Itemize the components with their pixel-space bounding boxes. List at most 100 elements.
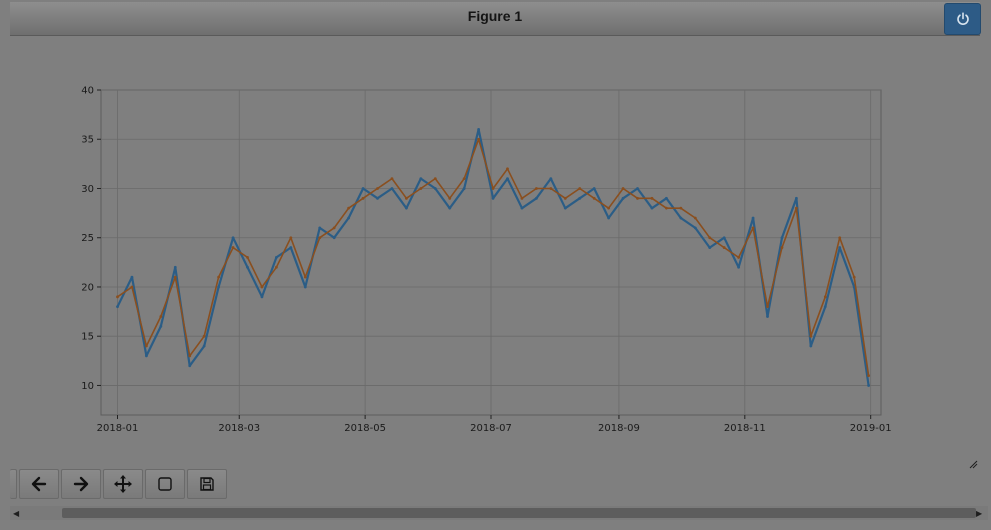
data-point xyxy=(751,216,755,220)
data-point xyxy=(607,216,611,220)
navigation-toolbar xyxy=(10,469,229,501)
data-point xyxy=(202,334,206,338)
data-point xyxy=(607,206,611,210)
data-point xyxy=(303,285,307,289)
data-point xyxy=(433,187,437,190)
data-point xyxy=(636,196,639,200)
figure-title: Figure 1 xyxy=(467,8,523,24)
data-point xyxy=(766,305,769,309)
data-point xyxy=(838,236,842,240)
data-point xyxy=(462,177,466,181)
scrollbar-thumb[interactable] xyxy=(62,508,976,518)
data-point xyxy=(404,196,408,200)
data-point xyxy=(650,196,654,200)
data-point xyxy=(823,305,827,309)
data-point xyxy=(318,226,322,230)
save-button[interactable] xyxy=(187,469,227,499)
scroll-left-icon[interactable]: ◀ xyxy=(13,509,20,518)
back-button[interactable] xyxy=(19,469,59,499)
x-tick-label: 2018-07 xyxy=(470,423,512,434)
data-point xyxy=(693,216,697,220)
data-point xyxy=(534,196,538,200)
forward-button[interactable] xyxy=(61,469,101,499)
y-tick-label: 25 xyxy=(81,233,94,244)
data-point xyxy=(246,256,249,259)
data-point xyxy=(448,206,452,210)
data-point xyxy=(347,206,351,210)
data-point xyxy=(563,196,567,200)
data-point xyxy=(823,295,827,299)
data-point xyxy=(578,196,582,200)
x-tick-label: 2018-03 xyxy=(218,423,260,434)
data-point xyxy=(809,334,813,338)
data-point xyxy=(188,354,192,358)
floppy-disk-icon xyxy=(200,477,214,491)
zoom-rect-icon xyxy=(158,477,172,491)
y-tick-label: 20 xyxy=(81,282,94,293)
data-point xyxy=(231,246,235,249)
x-tick-label: 2018-01 xyxy=(97,423,139,434)
data-point xyxy=(332,236,336,240)
data-point xyxy=(780,236,784,240)
data-point xyxy=(592,187,596,190)
data-point xyxy=(534,187,538,190)
data-point xyxy=(708,246,712,249)
data-point xyxy=(376,196,379,200)
data-point xyxy=(404,206,408,210)
data-point xyxy=(578,187,582,190)
arrow-right-icon xyxy=(73,476,89,492)
data-point xyxy=(679,206,683,210)
figure-canvas[interactable]: 10 15 20 25 30 35 40 2018-01 2018-03 2018-05 2018-… xyxy=(0,36,991,466)
data-point xyxy=(274,256,278,259)
home-button[interactable] xyxy=(10,469,17,499)
data-point xyxy=(708,236,712,240)
resize-grip-icon xyxy=(969,460,978,469)
data-point xyxy=(737,265,741,269)
data-point xyxy=(664,206,668,210)
data-point xyxy=(838,246,842,249)
arrow-left-icon xyxy=(31,476,47,492)
data-point xyxy=(159,324,163,328)
x-tick-label: 2019-01 xyxy=(850,423,892,434)
data-point xyxy=(549,187,553,190)
data-point xyxy=(318,236,322,240)
data-point xyxy=(852,275,856,279)
data-point xyxy=(419,177,423,181)
resize-handle[interactable] xyxy=(968,454,978,469)
data-point xyxy=(506,177,509,181)
data-point xyxy=(303,275,307,279)
data-point xyxy=(664,196,668,200)
y-tick-label: 35 xyxy=(81,135,94,146)
close-figure-button[interactable] xyxy=(944,3,981,35)
data-point xyxy=(231,236,235,240)
line-chart: 10 15 20 25 30 35 40 2018-01 2018-03 2018-05 2018-… xyxy=(81,86,892,435)
data-point xyxy=(563,206,567,210)
zoom-rect-button[interactable] xyxy=(145,469,185,499)
y-tick-label: 30 xyxy=(81,184,94,195)
data-point xyxy=(376,187,379,190)
data-point xyxy=(433,177,437,181)
data-point xyxy=(621,187,625,190)
data-point xyxy=(289,236,293,240)
scroll-right-icon[interactable]: ▶ xyxy=(976,509,983,518)
figure-titlebar: Figure 1 xyxy=(10,2,980,36)
pan-button[interactable] xyxy=(103,469,143,499)
data-point xyxy=(766,315,769,318)
data-point xyxy=(347,216,351,220)
horizontal-scrollbar[interactable]: ◀ ▶ xyxy=(10,506,988,520)
data-point xyxy=(737,256,741,259)
data-point xyxy=(130,285,134,289)
data-point xyxy=(390,187,394,190)
x-tick-label: 2018-09 xyxy=(598,423,640,434)
data-point xyxy=(361,196,365,200)
power-icon xyxy=(956,12,969,25)
data-point xyxy=(116,295,119,299)
data-point xyxy=(477,127,481,131)
data-point xyxy=(246,265,249,269)
data-point xyxy=(116,305,119,309)
data-point xyxy=(159,315,163,318)
data-point xyxy=(173,265,177,269)
data-point xyxy=(794,206,798,210)
y-tick-label: 40 xyxy=(81,86,94,97)
data-point xyxy=(419,187,423,190)
